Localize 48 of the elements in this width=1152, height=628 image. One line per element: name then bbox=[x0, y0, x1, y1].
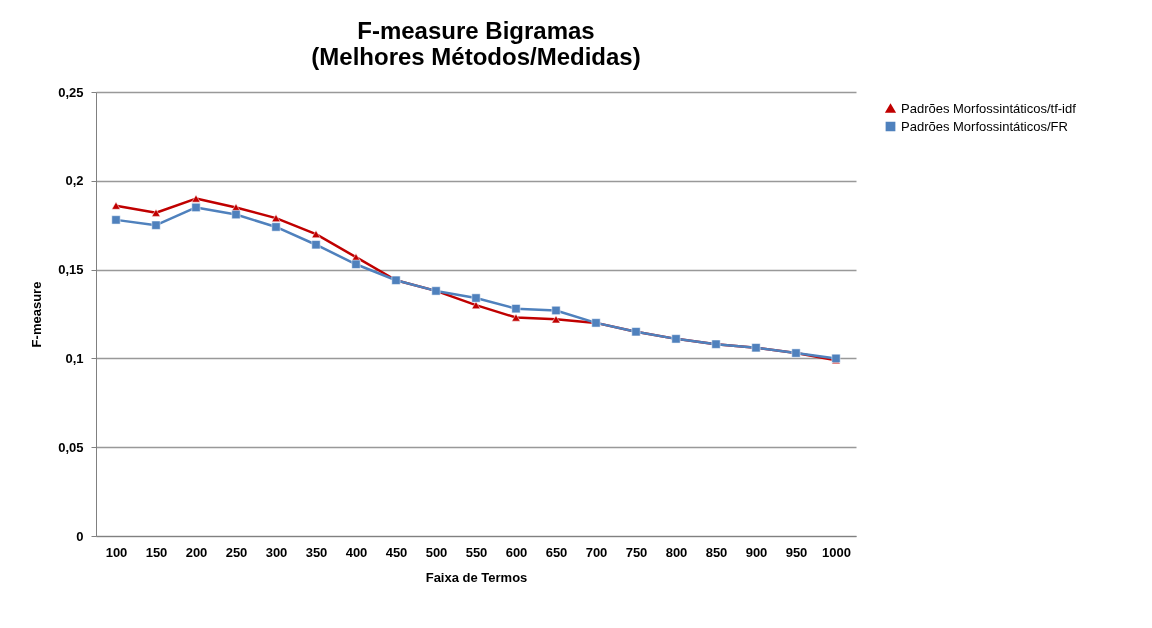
x-tick-label: 150 bbox=[145, 544, 168, 560]
x-tick-label: 1000 bbox=[822, 544, 851, 560]
point bbox=[111, 201, 121, 210]
point bbox=[351, 259, 361, 269]
x-tick-label: 200 bbox=[185, 544, 208, 560]
point bbox=[151, 220, 161, 230]
x-tick-label: 850 bbox=[705, 544, 728, 560]
y-tick-label: 0,15 bbox=[58, 262, 84, 278]
point bbox=[151, 208, 161, 217]
chart-title: F-measure Bigramas (Melhores Métodos/Medidas) bbox=[311, 17, 641, 70]
y-tick-label: 0 bbox=[76, 528, 84, 544]
point bbox=[311, 230, 321, 238]
y-tick-label: 0,25 bbox=[58, 84, 84, 100]
legend-label: Padrões Morfossintáticos/tf-idf bbox=[901, 100, 1077, 116]
point bbox=[191, 203, 201, 212]
point bbox=[471, 301, 481, 309]
y-tick-label: 0,1 bbox=[65, 350, 84, 366]
x-tick-label: 100 bbox=[105, 544, 128, 560]
y-tick-label: 0,2 bbox=[65, 173, 84, 189]
x-tick-label: 800 bbox=[665, 544, 688, 560]
x-tick-label: 400 bbox=[345, 544, 368, 560]
x-tick-label: 250 bbox=[225, 544, 248, 560]
point bbox=[271, 214, 281, 222]
point bbox=[551, 315, 561, 324]
point bbox=[271, 222, 281, 232]
x-tick-label: 600 bbox=[505, 544, 528, 560]
point bbox=[471, 293, 481, 303]
x-tick-label: 700 bbox=[585, 544, 608, 560]
y-tick-label: 0,05 bbox=[58, 439, 84, 455]
x-tick-label: 500 bbox=[425, 544, 448, 560]
x-tick-label: 300 bbox=[265, 544, 288, 560]
x-tick-label: 750 bbox=[625, 544, 648, 560]
x-axis-title: Faixa de Termos bbox=[425, 569, 528, 585]
point bbox=[111, 215, 121, 225]
x-tick-label: 950 bbox=[785, 544, 808, 560]
x-tick-label: 450 bbox=[385, 544, 408, 560]
point bbox=[551, 306, 561, 315]
point bbox=[311, 240, 321, 250]
point bbox=[511, 304, 521, 314]
point bbox=[231, 210, 241, 219]
legend-label: Padrões Morfossintáticos/FR bbox=[901, 118, 1068, 134]
x-tick-label: 350 bbox=[305, 544, 328, 560]
x-tick-label: 550 bbox=[465, 544, 488, 560]
y-axis-title: F-measure bbox=[29, 281, 45, 348]
point bbox=[511, 313, 521, 322]
point bbox=[191, 194, 201, 203]
x-tick-label: 900 bbox=[745, 544, 768, 560]
x-tick-label: 650 bbox=[545, 544, 568, 560]
